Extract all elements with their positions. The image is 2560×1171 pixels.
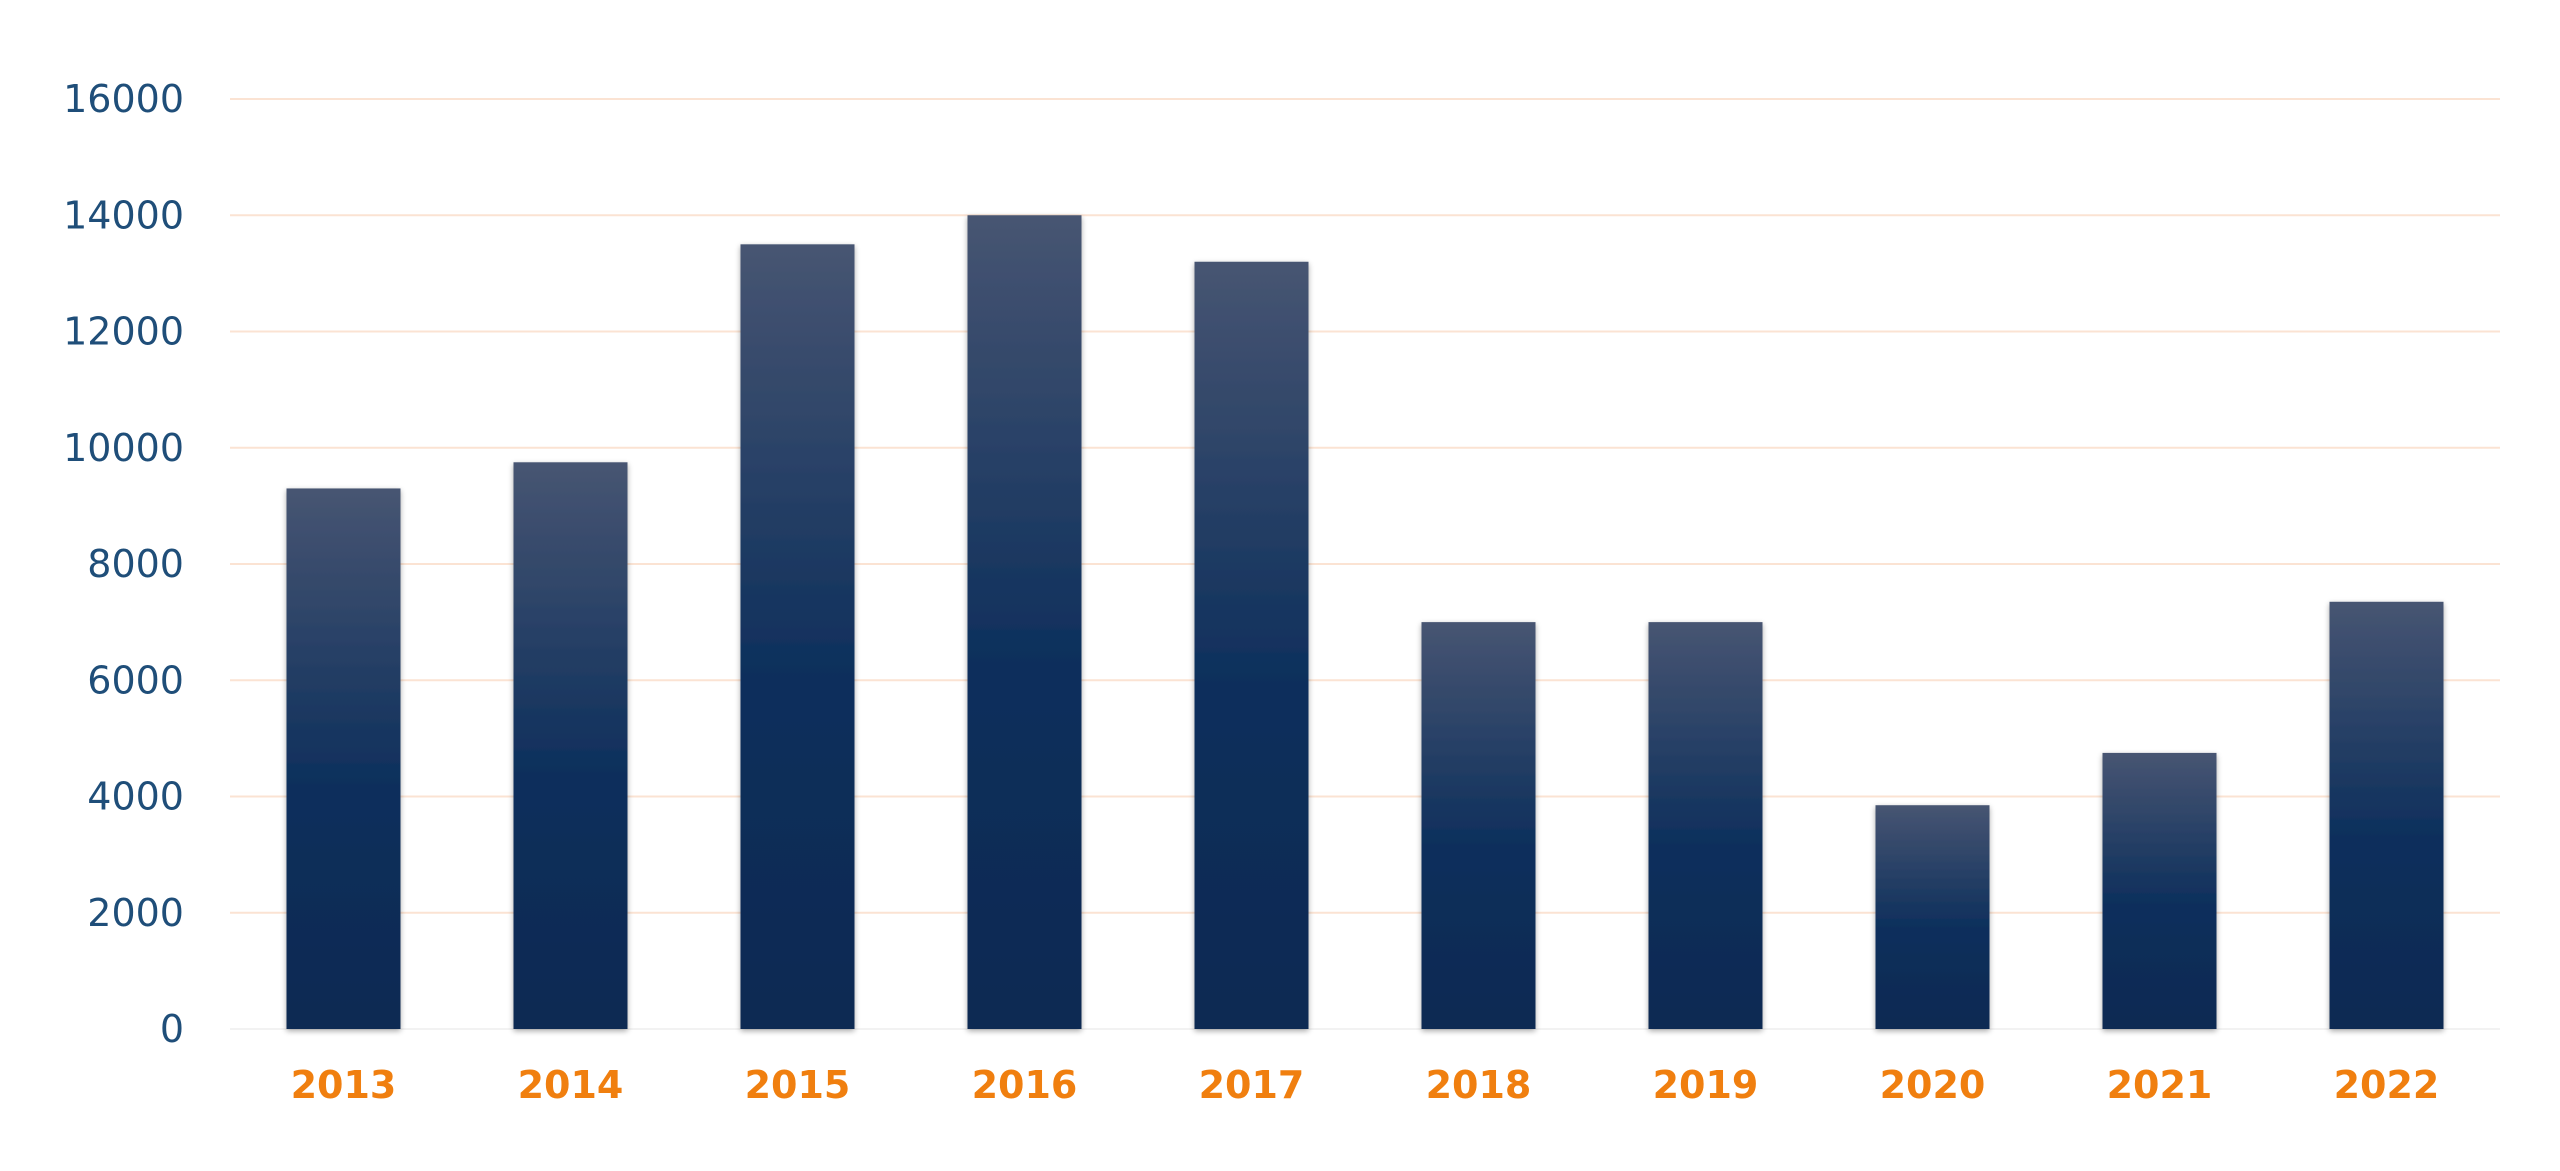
- y-tick-label: 16000: [63, 77, 184, 121]
- x-tick-label-2014: 2014: [518, 1063, 624, 1107]
- y-axis-tick-labels: 0 2000 4000 6000 8000 10000 12000 14000 16000: [63, 77, 184, 1051]
- y-tick-label: 6000: [87, 658, 184, 702]
- bar-2014: [513, 462, 628, 1029]
- y-tick-label: 8000: [87, 542, 184, 586]
- x-tick-label-2016: 2016: [972, 1063, 1078, 1107]
- y-tick-label: 10000: [63, 426, 184, 470]
- bar-2016: [967, 215, 1082, 1029]
- bars: [286, 215, 2444, 1029]
- y-tick-label: 4000: [87, 775, 184, 819]
- bar-2017: [1194, 261, 1309, 1029]
- x-tick-label-2015: 2015: [745, 1063, 851, 1107]
- bar-2020: [1875, 805, 1990, 1029]
- x-tick-label-2020: 2020: [1880, 1063, 1986, 1107]
- x-tick-label-2022: 2022: [2334, 1063, 2440, 1107]
- x-axis-tick-labels: 2013 2014 2015 2016 2017 2018 2019 2020 2021 2022: [291, 1063, 2440, 1107]
- y-tick-label: 14000: [63, 193, 184, 237]
- x-tick-label-2013: 2013: [291, 1063, 397, 1107]
- bar-2018: [1421, 622, 1536, 1029]
- x-tick-label-2021: 2021: [2107, 1063, 2213, 1107]
- x-tick-label-2018: 2018: [1426, 1063, 1532, 1107]
- bar-2021: [2102, 752, 2217, 1029]
- y-tick-label: 2000: [87, 891, 184, 935]
- y-tick-label: 0: [160, 1007, 184, 1051]
- bar-2013: [286, 488, 401, 1029]
- bar-2019: [1648, 622, 1763, 1029]
- bar-2022: [2329, 601, 2444, 1029]
- y-tick-label: 12000: [63, 310, 184, 354]
- bar-2015: [740, 244, 855, 1029]
- x-tick-label-2017: 2017: [1199, 1063, 1305, 1107]
- x-tick-label-2019: 2019: [1653, 1063, 1759, 1107]
